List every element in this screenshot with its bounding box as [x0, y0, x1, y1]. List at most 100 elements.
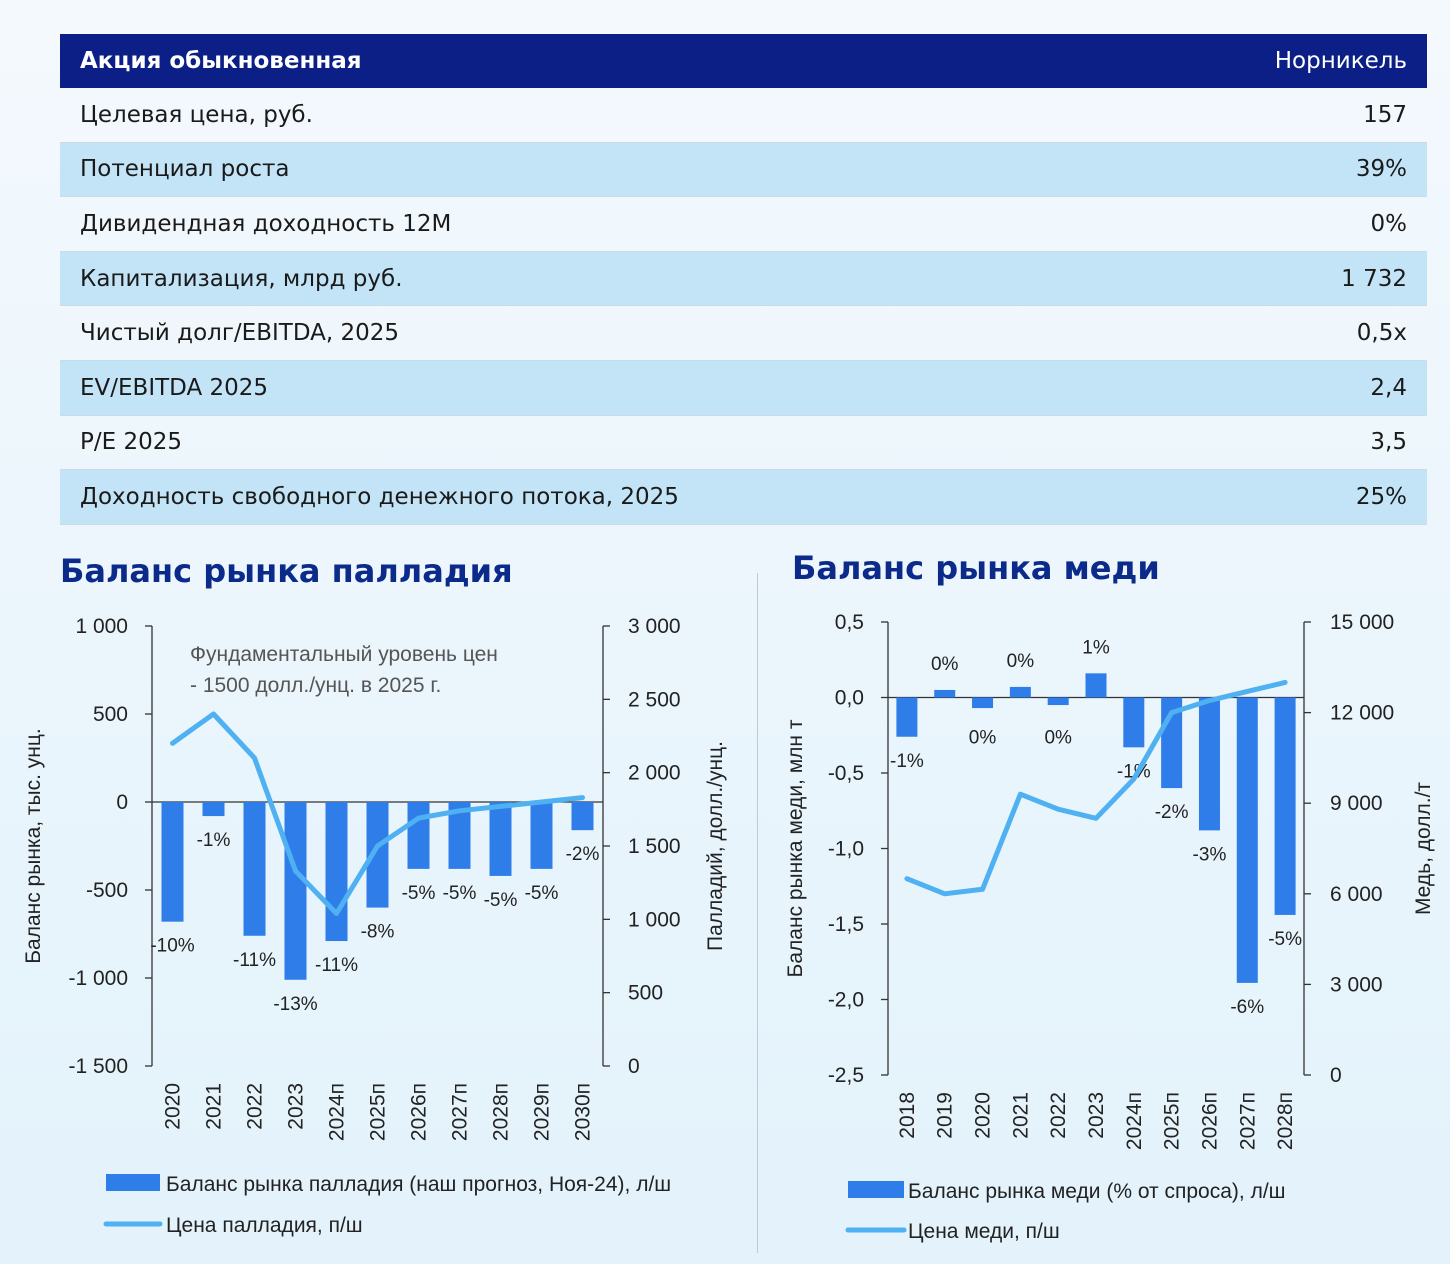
pd-legend-bar-label: Баланс рынка палладия (наш прогноз, Ноя-… — [166, 1173, 671, 1196]
cu-category-label: 2027п — [1236, 1092, 1259, 1150]
row-value: 0,5x — [1356, 320, 1407, 347]
row-label: EV/EBITDA 2025 — [80, 374, 269, 401]
table-row: Потенциал роста 39% — [60, 142, 1427, 198]
row-value: 25% — [1355, 483, 1407, 510]
pd-right-tick-label: 2 000 — [628, 762, 681, 785]
pd-category-label: 2026п — [408, 1083, 431, 1141]
cu-right-tick-label: 3 000 — [1330, 973, 1383, 996]
pd-category-label: 2021 — [203, 1083, 226, 1130]
table-row: Целевая цена, руб. 157 — [60, 88, 1427, 143]
key-metrics-table: Акция обыкновенная Норникель Целевая цен… — [60, 34, 1427, 525]
pd-bar — [407, 802, 430, 869]
table-row: Доходность свободного денежного потока, … — [60, 470, 1427, 525]
row-label: Потенциал роста — [80, 156, 290, 183]
cu-category-label: 2024п — [1123, 1092, 1146, 1150]
pd-right-tick-label: 3 000 — [628, 615, 681, 638]
pd-category-label: 2023 — [285, 1083, 308, 1130]
pd-bar — [284, 802, 307, 980]
cu-bar — [1047, 697, 1069, 706]
palladium-chart-title: Баланс рынка палладия — [60, 552, 513, 590]
pd-annotation-line-1: Фундаментальный уровень цен — [190, 643, 498, 666]
cu-y-axis-title: Баланс рынка меди, млн т — [784, 719, 807, 977]
pd-bar — [202, 802, 225, 817]
table-row: P/E 2025 3,5 — [60, 416, 1427, 471]
pd-right-tick-label: 0 — [628, 1055, 640, 1078]
cu-bar-data-label: 0% — [1007, 651, 1035, 672]
pd-bar-data-label: -13% — [273, 994, 317, 1015]
cu-bar-data-label: -3% — [1193, 844, 1227, 865]
row-value: 1 732 — [1341, 265, 1407, 292]
cu-category-label: 2023 — [1085, 1092, 1108, 1139]
pd-legend-line-label: Цена палладия, п/ш — [166, 1214, 363, 1237]
pd-y2-axis-title: Палладий, долл./унц. — [704, 741, 727, 951]
pd-bar — [161, 802, 184, 922]
row-value: 3,5 — [1370, 429, 1407, 456]
chart-divider — [757, 573, 758, 1253]
cu-y2-axis-title: Медь, долл./т — [1412, 782, 1435, 915]
cu-category-label: 2019 — [934, 1092, 957, 1139]
cu-left-tick-label: -2,0 — [828, 989, 864, 1012]
cu-left-tick-label: -1,5 — [828, 913, 864, 936]
pd-bar-data-label: -2% — [566, 844, 600, 865]
pd-category-label: 2020 — [162, 1083, 185, 1130]
pd-left-tick-label: 1 000 — [75, 615, 128, 638]
table-row: EV/EBITDA 2025 2,4 — [60, 360, 1427, 416]
cu-bar-data-label: 0% — [1044, 728, 1072, 749]
row-value: 39% — [1355, 156, 1407, 183]
pd-right-tick-label: 1 000 — [628, 908, 681, 931]
cu-legend-line-label: Цена меди, п/ш — [908, 1220, 1060, 1243]
header-left: Акция обыкновенная — [80, 48, 362, 74]
cu-right-tick-label: 12 000 — [1330, 702, 1394, 725]
pd-bar — [530, 802, 553, 869]
pd-bar — [325, 802, 348, 942]
row-label: Капитализация, млрд руб. — [80, 265, 403, 292]
table-header: Акция обыкновенная Норникель — [60, 34, 1427, 88]
cu-category-label: 2025п — [1161, 1092, 1184, 1150]
pd-category-label: 2024п — [326, 1083, 349, 1141]
cu-category-label: 2020 — [972, 1092, 995, 1139]
pd-bar-data-label: -5% — [484, 890, 518, 911]
cu-price-line — [904, 679, 1288, 897]
pd-bar-data-label: -1% — [197, 830, 231, 851]
pd-left-tick-label: 0 — [116, 791, 128, 814]
pd-y-axis-title: Баланс рынка, тыс. унц. — [22, 728, 45, 964]
cu-category-label: 2026п — [1198, 1092, 1221, 1150]
pd-left-tick-label: -1 000 — [68, 967, 128, 990]
cu-bar — [934, 689, 956, 698]
row-label: P/E 2025 — [80, 429, 182, 456]
cu-right-tick-label: 9 000 — [1330, 792, 1383, 815]
pd-category-label: 2022 — [244, 1083, 267, 1130]
cu-bar — [1236, 697, 1258, 983]
copper-chart-title: Баланс рынка меди — [792, 549, 1160, 587]
pd-legend-bar-swatch — [106, 1174, 160, 1191]
table-row: Дивидендная доходность 12М 0% — [60, 197, 1427, 252]
cu-bar-data-label: 0% — [969, 728, 997, 749]
cu-right-tick-label: 6 000 — [1330, 883, 1383, 906]
row-label: Чистый долг/EBITDA, 2025 — [80, 320, 400, 347]
cu-legend-bar-swatch — [848, 1181, 904, 1198]
cu-legend-bar-label: Баланс рынка меди (% от спроса), л/ш — [908, 1180, 1286, 1203]
table-row: Чистый долг/EBITDA, 2025 0,5x — [60, 306, 1427, 361]
pd-bar-data-label: -8% — [361, 922, 395, 943]
row-label: Доходность свободного денежного потока, … — [80, 483, 679, 510]
cu-left-tick-label: -1,0 — [828, 838, 864, 861]
cu-right-tick-label: 0 — [1330, 1064, 1342, 1087]
pd-category-label: 2027п — [449, 1083, 472, 1141]
header-right: Норникель — [1274, 48, 1407, 74]
pd-bar — [243, 802, 266, 936]
cu-category-label: 2022 — [1047, 1092, 1070, 1139]
cu-left-tick-label: 0,0 — [835, 687, 864, 710]
cu-bar — [1123, 697, 1145, 748]
pd-bar — [489, 802, 512, 876]
pd-right-tick-label: 2 500 — [628, 688, 681, 711]
pd-category-label: 2030п — [572, 1083, 595, 1141]
cu-bar-data-label: 0% — [931, 654, 959, 675]
pd-bar — [448, 802, 471, 869]
row-value: 2,4 — [1370, 374, 1407, 401]
pd-right-tick-label: 500 — [628, 982, 663, 1005]
cu-bar-data-label: -1% — [890, 751, 924, 772]
pd-category-label: 2028п — [490, 1083, 513, 1141]
pd-bar-data-label: -11% — [233, 950, 276, 971]
pd-bar-data-label: -10% — [150, 936, 194, 957]
